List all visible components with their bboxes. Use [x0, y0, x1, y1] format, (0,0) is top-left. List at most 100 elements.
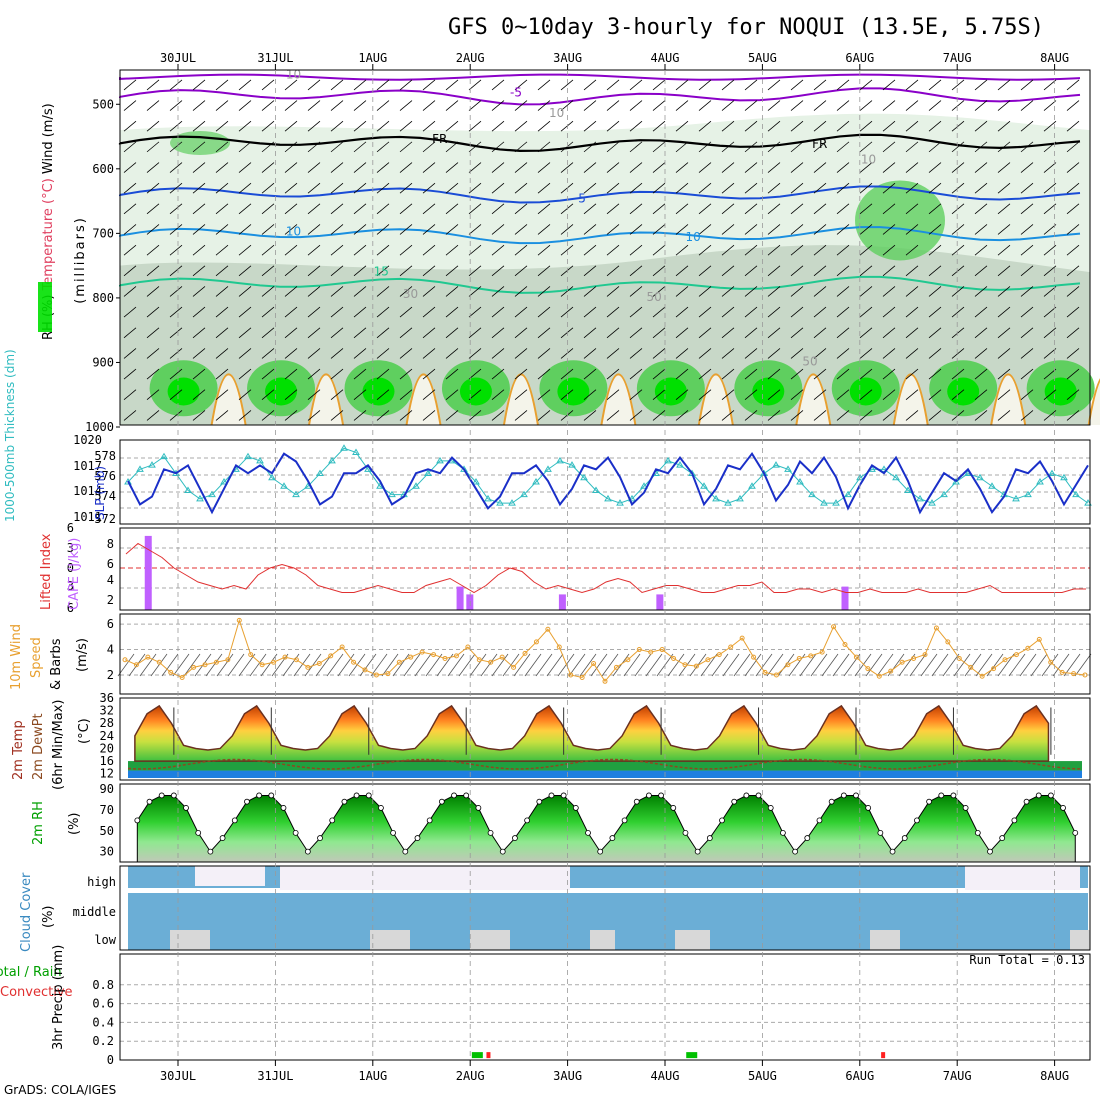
- rh-point: [548, 792, 555, 799]
- lifted-tick-label: 3: [67, 579, 74, 593]
- rh-point: [731, 798, 738, 805]
- rh-point: [146, 798, 153, 805]
- wind-barb: [117, 653, 135, 677]
- wind-point: [785, 662, 791, 668]
- wind-barb: [172, 653, 190, 677]
- wind-barb: [123, 368, 137, 380]
- rh-point: [853, 792, 859, 799]
- wind-barb: [652, 162, 666, 173]
- wind-barb: [744, 100, 758, 111]
- wind-point: [968, 664, 974, 670]
- wind-barb: [307, 410, 321, 421]
- rh-point: [1072, 829, 1079, 836]
- wind-barb: [721, 141, 735, 153]
- temp-tick-label: 24: [100, 729, 114, 743]
- wind-barb: [721, 182, 735, 194]
- wind-barb: [261, 368, 275, 380]
- thickness-point: [628, 494, 636, 502]
- wind-barb: [859, 182, 873, 194]
- wind-barb: [216, 653, 234, 677]
- wind-barb: [882, 182, 896, 194]
- wind-barb: [215, 368, 229, 380]
- wind-barb: [767, 100, 781, 111]
- wind-barb: [284, 265, 298, 277]
- wind-barb: [146, 410, 160, 421]
- wind-barb: [284, 327, 298, 339]
- wind-barb: [1020, 100, 1034, 111]
- wind-barb: [261, 265, 275, 277]
- wind-barb: [997, 141, 1011, 153]
- wind-barb: [951, 286, 965, 297]
- wind-barb: [928, 203, 942, 215]
- isotherm-label: 15: [374, 264, 389, 278]
- wind-barb: [997, 244, 1011, 256]
- panel-frame-precip: [119, 953, 1091, 1061]
- wind-barb: [353, 348, 367, 359]
- wind-barb: [304, 653, 322, 677]
- thickness-point: [748, 482, 756, 489]
- panel-labels: RH (%) Temperature (°C) Wind (m/s)(milli…: [0, 103, 107, 1050]
- wind-barb: [192, 244, 206, 256]
- wind-barb: [123, 224, 137, 235]
- wind-barb: [813, 348, 827, 359]
- wind-barb: [813, 244, 827, 256]
- wind-barb: [445, 120, 459, 132]
- wind-point: [362, 667, 368, 673]
- lifted-tick-label: 0: [67, 561, 74, 575]
- wind-barb: [813, 141, 827, 153]
- wind-barb: [974, 141, 988, 153]
- temp-band-cold: [128, 770, 1082, 778]
- rh-point: [231, 817, 238, 824]
- wind-barb: [353, 182, 367, 194]
- wind-barb: [928, 182, 942, 194]
- wind-barb: [535, 653, 553, 677]
- wind-barb: [238, 203, 252, 215]
- wind-barb: [260, 653, 278, 677]
- lifted-index-line: [125, 542, 1086, 594]
- wind-barb: [1043, 203, 1057, 215]
- wind-barb: [905, 79, 919, 91]
- wind-barb: [249, 653, 267, 677]
- wind-barb: [330, 389, 344, 401]
- rh-bright-blob: [167, 377, 200, 406]
- wind-barb: [238, 348, 252, 359]
- thickness-point: [700, 482, 708, 489]
- high-cloud-gap: [280, 866, 570, 890]
- wind-point: [156, 659, 162, 665]
- wind-barb: [951, 120, 965, 132]
- wind-barb: [399, 162, 413, 173]
- temp-tick-label: 16: [100, 754, 114, 768]
- panel-frame-upper: [119, 69, 1091, 426]
- thickness-axis-label: 1000-500mb Thickness (dm): [3, 349, 17, 522]
- wind-barb: [399, 410, 413, 421]
- wind-barb: [997, 389, 1011, 401]
- thickness-point: [640, 482, 648, 489]
- wind-barb: [767, 265, 781, 277]
- wind-barb: [261, 162, 275, 173]
- wind-barb: [606, 79, 620, 91]
- wind-barb: [215, 244, 229, 256]
- wind-barb: [721, 348, 735, 359]
- isotherm-line: [119, 185, 1081, 204]
- rh-point: [560, 792, 567, 799]
- bottom-date-label: 1AUG: [358, 1069, 387, 1083]
- cape-bar: [841, 586, 849, 610]
- wind-barb: [790, 265, 804, 277]
- wind-point: [911, 655, 917, 661]
- wind-barb: [560, 224, 574, 235]
- rh-green-upper: [855, 180, 945, 261]
- wind-point: [351, 659, 357, 665]
- wind-barb: [652, 79, 666, 91]
- wind-barb: [1020, 244, 1034, 256]
- wind-barb: [744, 389, 758, 401]
- wind-barb: [123, 389, 137, 401]
- isotherm-line: [118, 133, 1081, 152]
- rh-axis-label: 2m RH: [31, 801, 46, 845]
- wind-barb: [951, 327, 965, 339]
- wind-barb: [882, 224, 896, 235]
- wind-barb: [1043, 348, 1057, 359]
- wind-barb: [215, 306, 229, 318]
- wind-barb: [951, 182, 965, 194]
- wind-barb: [215, 224, 229, 235]
- wind-barb: [905, 244, 919, 256]
